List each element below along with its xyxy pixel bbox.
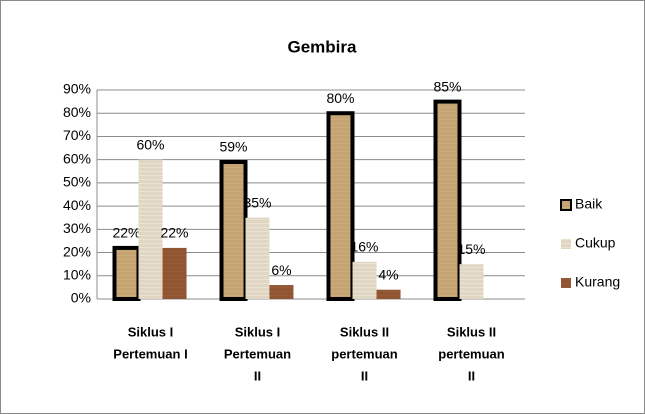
- chart-title: Gembira: [288, 37, 358, 56]
- legend-swatch: [561, 239, 571, 249]
- bar: [269, 285, 294, 299]
- data-label: 22%: [112, 225, 140, 241]
- data-label: 22%: [160, 225, 188, 241]
- y-tick-label: 70%: [63, 127, 91, 143]
- x-tick-label: II: [468, 368, 475, 383]
- data-label: 80%: [326, 90, 354, 106]
- x-tick-label: pertemuan: [438, 346, 505, 361]
- bar: [376, 289, 401, 299]
- data-label: 15%: [457, 241, 485, 257]
- y-tick-label: 50%: [63, 174, 91, 190]
- y-tick-label: 80%: [63, 104, 91, 120]
- x-tick-label: II: [361, 368, 368, 383]
- y-tick-label: 20%: [63, 243, 91, 259]
- legend-label: Baik: [575, 196, 603, 212]
- x-tick-label: pertemuan: [331, 346, 398, 361]
- x-tick-label: Pertemuan I: [113, 346, 187, 361]
- bar: [138, 159, 163, 299]
- legend-label: Cukup: [575, 235, 616, 251]
- legend-swatch: [560, 199, 572, 211]
- x-tick-label: Siklus I: [128, 324, 174, 339]
- legend-swatch: [561, 278, 571, 288]
- data-label: 60%: [136, 136, 164, 152]
- data-label: 59%: [219, 139, 247, 155]
- data-label: 16%: [350, 239, 378, 255]
- bar: [433, 99, 462, 301]
- y-tick-label: 30%: [63, 220, 91, 236]
- data-label: 85%: [433, 78, 461, 94]
- bar: [459, 264, 484, 299]
- y-tick-label: 60%: [63, 150, 91, 166]
- y-tick-label: 90%: [63, 81, 91, 97]
- data-label: 35%: [243, 194, 271, 210]
- bar: [245, 217, 270, 299]
- legend-label: Kurang: [575, 274, 620, 290]
- y-tick-label: 10%: [63, 266, 91, 282]
- x-tick-label: Pertemuan: [224, 346, 291, 361]
- x-tick-label: Siklus II: [340, 324, 389, 339]
- bar: [219, 159, 248, 301]
- y-tick-label: 40%: [63, 197, 91, 213]
- data-label: 6%: [271, 262, 291, 278]
- x-tick-label: Siklus II: [447, 324, 496, 339]
- y-tick-label: 0%: [71, 290, 91, 306]
- x-tick-label: Siklus I: [235, 324, 281, 339]
- data-label: 4%: [378, 266, 398, 282]
- bar: [112, 245, 141, 302]
- bar: [352, 261, 377, 299]
- bar: [326, 111, 355, 301]
- bar: [162, 247, 187, 299]
- x-tick-label: II: [254, 368, 261, 383]
